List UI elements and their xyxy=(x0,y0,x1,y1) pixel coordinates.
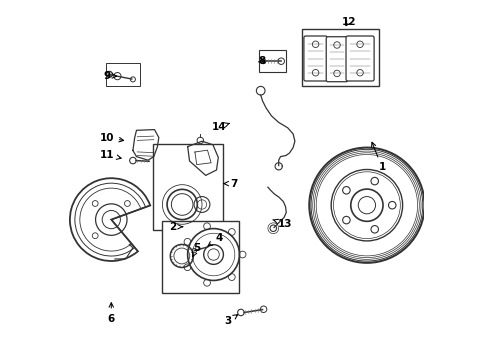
Text: 9: 9 xyxy=(103,71,117,81)
Bar xyxy=(152,144,223,230)
Bar xyxy=(258,50,285,72)
FancyBboxPatch shape xyxy=(303,36,326,81)
Text: 10: 10 xyxy=(99,132,123,143)
Text: 2: 2 xyxy=(169,222,182,232)
Bar xyxy=(302,29,379,86)
Bar xyxy=(106,63,140,86)
Bar xyxy=(162,221,239,293)
Text: 12: 12 xyxy=(341,17,355,27)
Text: 3: 3 xyxy=(224,315,237,327)
Text: 1: 1 xyxy=(371,142,385,172)
FancyBboxPatch shape xyxy=(346,36,373,81)
Text: 8: 8 xyxy=(258,56,265,66)
Text: 11: 11 xyxy=(99,150,121,160)
Text: 6: 6 xyxy=(107,303,115,324)
Text: 7: 7 xyxy=(224,179,237,189)
FancyBboxPatch shape xyxy=(325,37,347,82)
Text: 13: 13 xyxy=(272,219,292,229)
Text: 5: 5 xyxy=(192,243,200,257)
Text: 4: 4 xyxy=(207,233,223,246)
Text: 14: 14 xyxy=(212,122,229,132)
